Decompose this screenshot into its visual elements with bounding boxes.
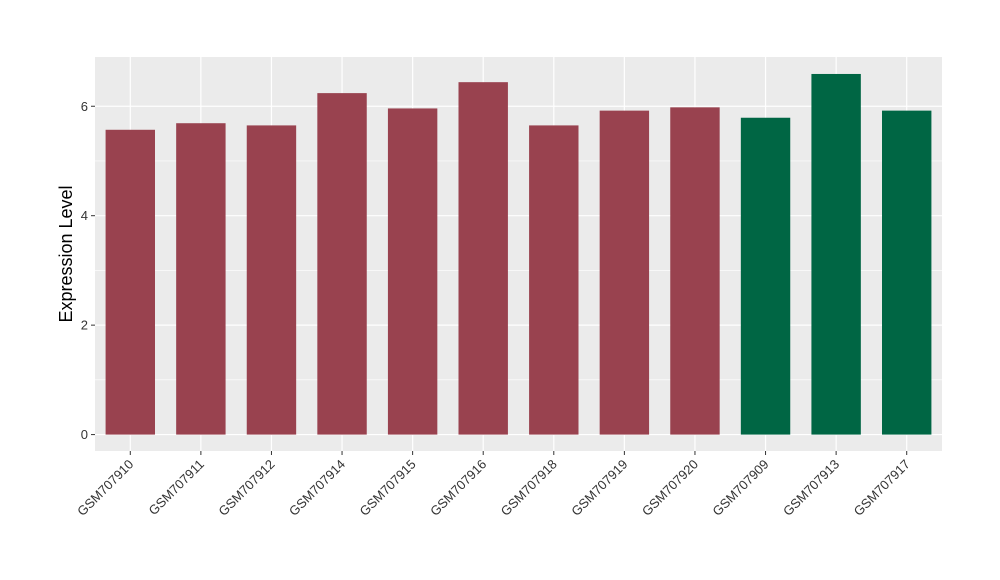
bar-GSM707914: [317, 93, 367, 435]
bar-GSM707911: [176, 123, 226, 435]
x-tick-label: GSM707914: [286, 457, 348, 519]
x-tick-label: GSM707919: [568, 457, 630, 519]
x-tick-label: GSM707911: [145, 457, 207, 519]
bar-GSM707919: [599, 110, 650, 435]
bar-GSM707912: [246, 125, 297, 435]
x-tick-label: GSM707918: [498, 457, 560, 519]
x-axis: GSM707910 GSM707911 GSM707912 GSM707914 GSM7…: [74, 451, 913, 519]
y-axis-title: Expression Level: [56, 185, 76, 322]
plot-panel: [95, 57, 942, 451]
y-axis: 0 2 4 6: [81, 99, 95, 442]
bar-GSM707916: [458, 82, 508, 435]
x-tick-label: GSM707915: [357, 457, 419, 519]
bar-GSM707920: [670, 107, 720, 435]
bar-GSM707913: [811, 73, 861, 435]
minor-gridlines: [95, 160, 942, 381]
y-tick-label: 2: [81, 318, 88, 333]
x-tick-label: GSM707916: [427, 457, 489, 519]
bar-GSM707909: [740, 117, 791, 435]
bar-GSM707918: [529, 125, 579, 435]
x-tick-label: GSM707909: [709, 457, 771, 519]
x-tick-label: GSM707920: [639, 457, 701, 519]
bar-GSM707917: [882, 110, 932, 435]
x-tick-label: GSM707913: [780, 457, 842, 519]
x-tick-label: GSM707912: [215, 457, 277, 519]
y-tick-label: 6: [81, 99, 88, 114]
bar-GSM707915: [387, 108, 438, 435]
y-tick-label: 0: [81, 427, 88, 442]
y-tick-label: 4: [81, 208, 88, 223]
x-tick-label: GSM707917: [851, 457, 913, 519]
x-tick-label: GSM707910: [74, 457, 136, 519]
bars: [105, 73, 932, 435]
bar-GSM707910: [105, 129, 155, 435]
